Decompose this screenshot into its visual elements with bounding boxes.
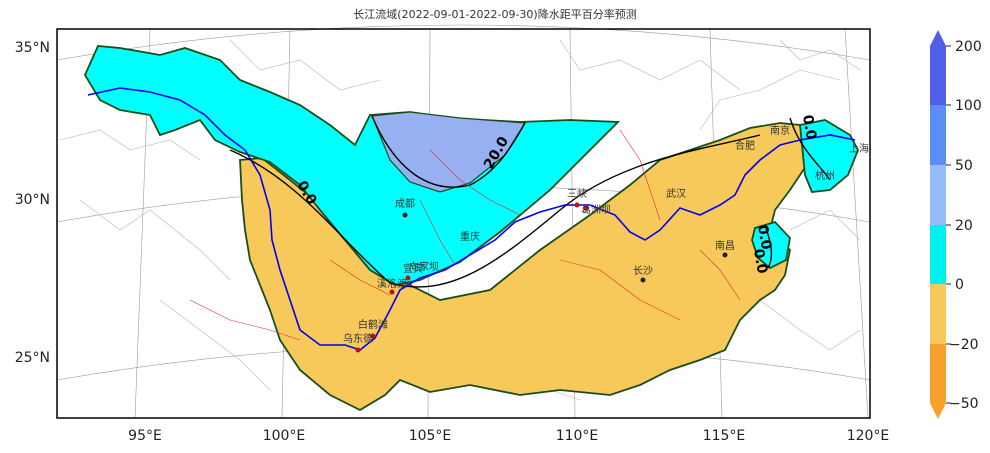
city-dot — [370, 333, 376, 339]
latitude-ticks: 35°N 30°N 25°N — [15, 40, 50, 366]
city-dot — [405, 275, 411, 281]
city-label: 葛洲坝 — [581, 203, 611, 216]
colorbar-segment — [930, 46, 946, 105]
contour-label: 0.0 — [799, 114, 819, 141]
colorbar-label: −20 — [949, 337, 979, 353]
colorbar-segment — [930, 344, 946, 403]
city-label: 杭州 — [815, 169, 835, 182]
city-marker: 成都 — [395, 198, 415, 218]
city-marker: 乌东德 — [343, 332, 373, 353]
contour-label: 0.0 — [754, 224, 774, 251]
lon-tick: 110°E — [556, 428, 599, 444]
lat-tick: 35°N — [15, 40, 50, 56]
city-label: 南京 — [770, 124, 790, 137]
city-dot — [355, 347, 361, 353]
colorbar-label: −50 — [949, 396, 979, 412]
city-dot — [640, 277, 646, 283]
city-dot — [583, 205, 589, 211]
city-label: 三峡 — [567, 187, 587, 200]
basin-positive-region — [83, 45, 621, 286]
lat-tick: 30°N — [15, 192, 50, 208]
lon-tick: 105°E — [409, 428, 452, 444]
city-label: 白鹤滩 — [358, 318, 388, 331]
city-dot — [402, 212, 408, 218]
city-marker: 上海 — [849, 142, 869, 155]
city-label: 南昌 — [715, 239, 735, 252]
city-marker: 武汉 — [666, 187, 686, 200]
city-label: 成都 — [395, 198, 415, 210]
city-marker: 白鹤滩 — [358, 318, 388, 339]
city-marker: 宜宾 — [403, 262, 423, 281]
city-label: 上海 — [849, 142, 869, 155]
colorbar-segment — [930, 225, 946, 284]
contour-lines — [229, 115, 831, 288]
city-marker: 溪洛渡 — [377, 277, 407, 295]
city-marker: 杭州 — [815, 169, 835, 182]
map-title: 长江流域(2022-09-01-2022-09-30)降水距平百分率预测 — [353, 8, 637, 21]
city-label: 向家坝 — [409, 260, 439, 273]
city-marker: 重庆 — [460, 230, 480, 243]
city-marker: 合肥 — [735, 139, 755, 152]
colorbar-segment — [930, 284, 946, 344]
lon-tick: 120°E — [847, 428, 890, 444]
colorbar-label: 20 — [955, 218, 973, 234]
colorbar-label: 50 — [955, 158, 973, 174]
lon-tick: 100°E — [263, 428, 306, 444]
colorbar-label: 200 — [955, 39, 982, 55]
colorbar-label: 0 — [955, 277, 964, 293]
longitude-ticks: 95°E 100°E 105°E 110°E 115°E 120°E — [128, 428, 889, 444]
contour-label: 0.0 — [750, 248, 770, 275]
city-marker: 南京 — [770, 124, 790, 137]
city-marker: 葛洲坝 — [581, 203, 611, 216]
colorbar-segment — [930, 105, 946, 165]
city-label: 溪洛渡 — [377, 277, 407, 290]
city-label: 重庆 — [460, 230, 480, 243]
city-label: 乌东德 — [343, 332, 373, 345]
city-marker: 南昌 — [715, 239, 735, 258]
colorbar-label: 100 — [955, 98, 982, 114]
colorbar-segment — [930, 165, 946, 225]
city-dot — [574, 202, 580, 208]
colorbar-extend-bottom — [930, 403, 946, 419]
city-marker: 向家坝 — [409, 260, 439, 273]
lon-tick: 95°E — [128, 428, 162, 444]
lat-tick: 25°N — [15, 350, 50, 366]
colorbar-extend-top — [930, 30, 946, 46]
city-marker: 三峡 — [567, 187, 587, 208]
lon-tick: 115°E — [703, 428, 746, 444]
city-label: 宜宾 — [403, 262, 423, 275]
colorbar: 200 100 50 20 0 −20 −50 — [930, 30, 982, 419]
city-dot — [722, 252, 728, 258]
city-dot — [389, 289, 395, 295]
city-label: 武汉 — [666, 187, 686, 200]
river-network — [87, 87, 856, 351]
city-label: 长沙 — [633, 265, 653, 277]
city-label: 合肥 — [735, 139, 755, 152]
basin-negative-region — [239, 122, 811, 412]
city-marker: 长沙 — [633, 265, 653, 283]
